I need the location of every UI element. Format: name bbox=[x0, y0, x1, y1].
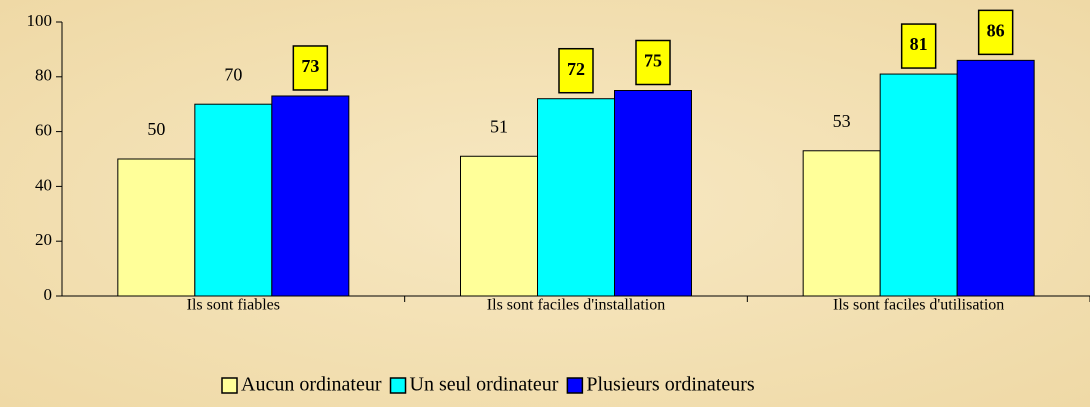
legend-swatch bbox=[221, 377, 238, 394]
y-tick-label: 0 bbox=[44, 285, 53, 304]
legend-label: Un seul ordinateur bbox=[410, 374, 559, 396]
label-box bbox=[558, 47, 594, 94]
bar bbox=[956, 59, 1035, 297]
data-label: 73 bbox=[301, 56, 319, 76]
legend-label: Aucun ordinateur bbox=[241, 374, 382, 396]
bar bbox=[271, 95, 350, 297]
legend-swatch bbox=[389, 377, 407, 394]
label-box bbox=[292, 45, 329, 91]
y-tick-label: 60 bbox=[35, 121, 52, 140]
x-tick-label: Ils sont faciles d'utilisation bbox=[833, 297, 1004, 314]
data-label: 53 bbox=[833, 111, 851, 131]
data-label: 86 bbox=[987, 20, 1005, 40]
data-label: 51 bbox=[490, 116, 508, 136]
bar bbox=[802, 150, 881, 297]
label-box bbox=[635, 39, 671, 86]
data-label: 81 bbox=[910, 34, 928, 54]
bar bbox=[614, 90, 692, 297]
legend-swatch bbox=[566, 377, 584, 394]
data-label: 70 bbox=[224, 64, 242, 84]
bar bbox=[117, 158, 196, 297]
data-label: 50 bbox=[147, 119, 165, 139]
x-tick-label: Ils sont fiables bbox=[187, 297, 280, 314]
data-label: 75 bbox=[644, 51, 662, 71]
x-tick-label: Ils sont faciles d'installation bbox=[487, 297, 665, 314]
bar bbox=[537, 98, 615, 297]
y-tick-label: 100 bbox=[27, 11, 53, 30]
bar bbox=[879, 73, 958, 297]
label-box bbox=[977, 9, 1014, 56]
data-label: 72 bbox=[567, 59, 585, 79]
label-box bbox=[900, 23, 937, 69]
y-tick-label: 40 bbox=[35, 175, 52, 194]
legend-label: Plusieurs ordinateurs bbox=[586, 374, 755, 396]
y-tick-label: 80 bbox=[35, 66, 52, 85]
bar bbox=[194, 103, 273, 297]
bar bbox=[460, 155, 538, 297]
y-tick-label: 20 bbox=[35, 230, 52, 249]
